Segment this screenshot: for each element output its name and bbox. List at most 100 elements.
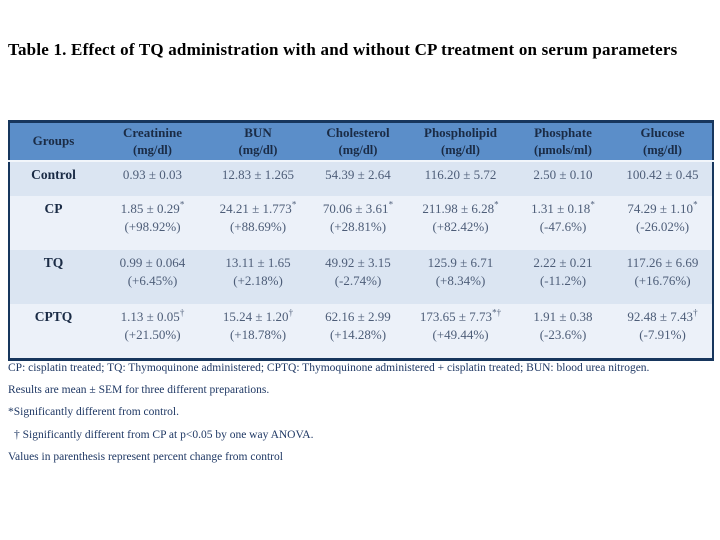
cell-tq-phospholipid: 125.9 ± 6.71 (+8.34%)	[408, 250, 513, 304]
cell-value: 54.39 ± 2.64	[325, 167, 391, 182]
cell-value: 1.31 ± 0.18	[531, 201, 591, 216]
cell-tq-bun: 13.11 ± 1.65 (+2.18%)	[208, 250, 308, 304]
row-label: Control	[9, 161, 97, 196]
cell-significance-mark: *†	[492, 307, 502, 318]
cell-cptq-cholesterol: 62.16 ± 2.99 (+14.28%)	[308, 304, 408, 360]
cell-value: 1.85 ± 0.29	[120, 201, 180, 216]
col-header-groups: Groups	[9, 121, 97, 162]
header-row: Groups Creatinine (mg/dl) BUN (mg/dl) Chol…	[9, 121, 713, 162]
cell-value: 100.42 ± 0.45	[626, 167, 699, 182]
cell-percent-change: (-2.74%)	[334, 273, 382, 289]
cell-value: 13.11 ± 1.65	[225, 255, 291, 270]
cell-value: 1.91 ± 0.38	[533, 309, 593, 324]
cell-control-glucose: 100.42 ± 0.45	[613, 161, 713, 196]
row-label: TQ	[9, 250, 97, 304]
table-row-cptq: CPTQ 1.13 ± 0.05† (+21.50%) 15.24 ± 1.20†…	[9, 304, 713, 360]
col-label: Creatinine	[123, 124, 182, 140]
table-title: Table 1. Effect of TQ administration wit…	[8, 40, 678, 59]
cell-value: 74.29 ± 1.10	[627, 201, 694, 216]
cell-cp-cholesterol: 70.06 ± 3.61* (+28.81%)	[308, 196, 408, 250]
col-unit: (mg/dl)	[133, 142, 172, 157]
footnote-sem: Results are mean ± SEM for three differe…	[8, 384, 270, 397]
cell-cptq-phospholipid: 173.65 ± 7.73*† (+49.44%)	[408, 304, 513, 360]
cell-value: 15.24 ± 1.20	[222, 309, 289, 324]
col-label: Phosphate	[534, 124, 592, 140]
col-header-phospholipid: Phospholipid (mg/dl)	[408, 121, 513, 162]
cell-value: 211.98 ± 6.28	[422, 201, 495, 216]
col-label: BUN	[244, 124, 272, 140]
cell-significance-mark: *	[179, 199, 185, 210]
cell-value: 1.13 ± 0.05	[120, 309, 180, 324]
cell-percent-change: (+8.34%)	[435, 273, 486, 289]
cell-significance-mark: *	[388, 199, 394, 210]
cell-cp-bun: 24.21 ± 1.773* (+88.69%)	[208, 196, 308, 250]
col-header-bun: BUN (mg/dl)	[208, 121, 308, 162]
col-unit: (mg/dl)	[643, 142, 682, 157]
cell-cptq-glucose: 92.48 ± 7.43† (-7.91%)	[613, 304, 713, 360]
footnote-asterisk: *Significantly different from control.	[8, 406, 179, 419]
cell-value: 24.21 ± 1.773	[219, 201, 292, 216]
cell-control-phospholipid: 116.20 ± 5.72	[408, 161, 513, 196]
cell-cp-phosphate: 1.31 ± 0.18* (-47.6%)	[513, 196, 613, 250]
cell-significance-mark: †	[693, 307, 698, 318]
cell-percent-change: (+2.18%)	[233, 273, 283, 289]
cell-percent-change: (-47.6%)	[539, 219, 587, 235]
col-header-creatinine: Creatinine (mg/dl)	[97, 121, 208, 162]
col-label: Phospholipid	[424, 124, 497, 140]
cell-tq-creatinine: 0.99 ± 0.064 (+6.45%)	[97, 250, 208, 304]
cell-percent-change: (+98.92%)	[124, 219, 181, 235]
cell-percent-change: (+21.50%)	[124, 327, 181, 343]
cell-significance-mark: †	[288, 307, 294, 318]
col-label: Groups	[32, 133, 75, 149]
cell-significance-mark: †	[179, 307, 185, 318]
cell-value: 70.06 ± 3.61	[322, 201, 389, 216]
cell-percent-change: (+88.69%)	[229, 219, 287, 235]
cell-tq-glucose: 117.26 ± 6.69 (+16.76%)	[613, 250, 713, 304]
cell-percent-change: (-11.2%)	[539, 273, 587, 289]
footnote-dagger: † Significantly different from CP at p<0…	[14, 428, 314, 441]
cell-significance-mark: *	[494, 199, 499, 210]
cell-cptq-bun: 15.24 ± 1.20† (+18.78%)	[208, 304, 308, 360]
cell-value: 12.83 ± 1.265	[221, 167, 295, 182]
cell-value: 92.48 ± 7.43	[627, 309, 694, 324]
col-label: Glucose	[640, 124, 685, 140]
cell-value: 2.22 ± 0.21	[533, 255, 593, 270]
row-label: CP	[9, 196, 97, 250]
cell-value: 173.65 ± 7.73	[419, 309, 493, 324]
cell-value: 0.99 ± 0.064	[119, 255, 186, 270]
col-unit: (mg/dl)	[441, 142, 480, 157]
cell-cp-creatinine: 1.85 ± 0.29* (+98.92%)	[97, 196, 208, 250]
serum-parameters-table-wrap: Groups Creatinine (mg/dl) BUN (mg/dl) Chol…	[8, 120, 714, 361]
footnote-abbreviations: CP: cisplatin treated; TQ: Thymoquinone …	[8, 362, 650, 374]
footnotes: CP: cisplatin treated; TQ: Thymoquinone …	[8, 362, 708, 473]
row-label: CPTQ	[9, 304, 97, 360]
cell-percent-change: (+28.81%)	[329, 219, 387, 235]
table-row-tq: TQ 0.99 ± 0.064 (+6.45%) 13.11 ± 1.65 (+2.…	[9, 250, 713, 304]
cell-percent-change: (+14.28%)	[329, 327, 387, 343]
cell-value: 62.16 ± 2.99	[325, 309, 391, 324]
cell-tq-cholesterol: 49.92 ± 3.15 (-2.74%)	[308, 250, 408, 304]
cell-percent-change: (+16.76%)	[634, 273, 691, 289]
cell-value: 116.20 ± 5.72	[424, 167, 497, 182]
col-unit: (mg/dl)	[238, 142, 278, 157]
cell-percent-change: (-7.91%)	[639, 327, 686, 343]
table-row-control: Control 0.93 ± 0.03 12.83 ± 1.265 54.39 …	[9, 161, 713, 196]
cell-percent-change: (+6.45%)	[127, 273, 178, 289]
cell-cp-phospholipid: 211.98 ± 6.28* (+82.42%)	[408, 196, 513, 250]
footnote-parenthesis: Values in parenthesis represent percent …	[8, 450, 283, 463]
cell-control-bun: 12.83 ± 1.265	[208, 161, 308, 196]
col-label: Cholesterol	[326, 124, 390, 140]
cell-tq-phosphate: 2.22 ± 0.21 (-11.2%)	[513, 250, 613, 304]
serum-parameters-table: Groups Creatinine (mg/dl) BUN (mg/dl) Chol…	[8, 120, 714, 361]
cell-value: 125.9 ± 6.71	[427, 255, 494, 270]
cell-significance-mark: *	[291, 199, 297, 210]
cell-cptq-creatinine: 1.13 ± 0.05† (+21.50%)	[97, 304, 208, 360]
cell-control-creatinine: 0.93 ± 0.03	[97, 161, 208, 196]
col-header-cholesterol: Cholesterol (mg/dl)	[308, 121, 408, 162]
cell-percent-change: (+82.42%)	[432, 219, 489, 235]
col-unit: (mg/dl)	[338, 142, 378, 157]
col-header-glucose: Glucose (mg/dl)	[613, 121, 713, 162]
col-header-phosphate: Phosphate (µmols/ml)	[513, 121, 613, 162]
cell-value: 117.26 ± 6.69	[626, 255, 699, 270]
